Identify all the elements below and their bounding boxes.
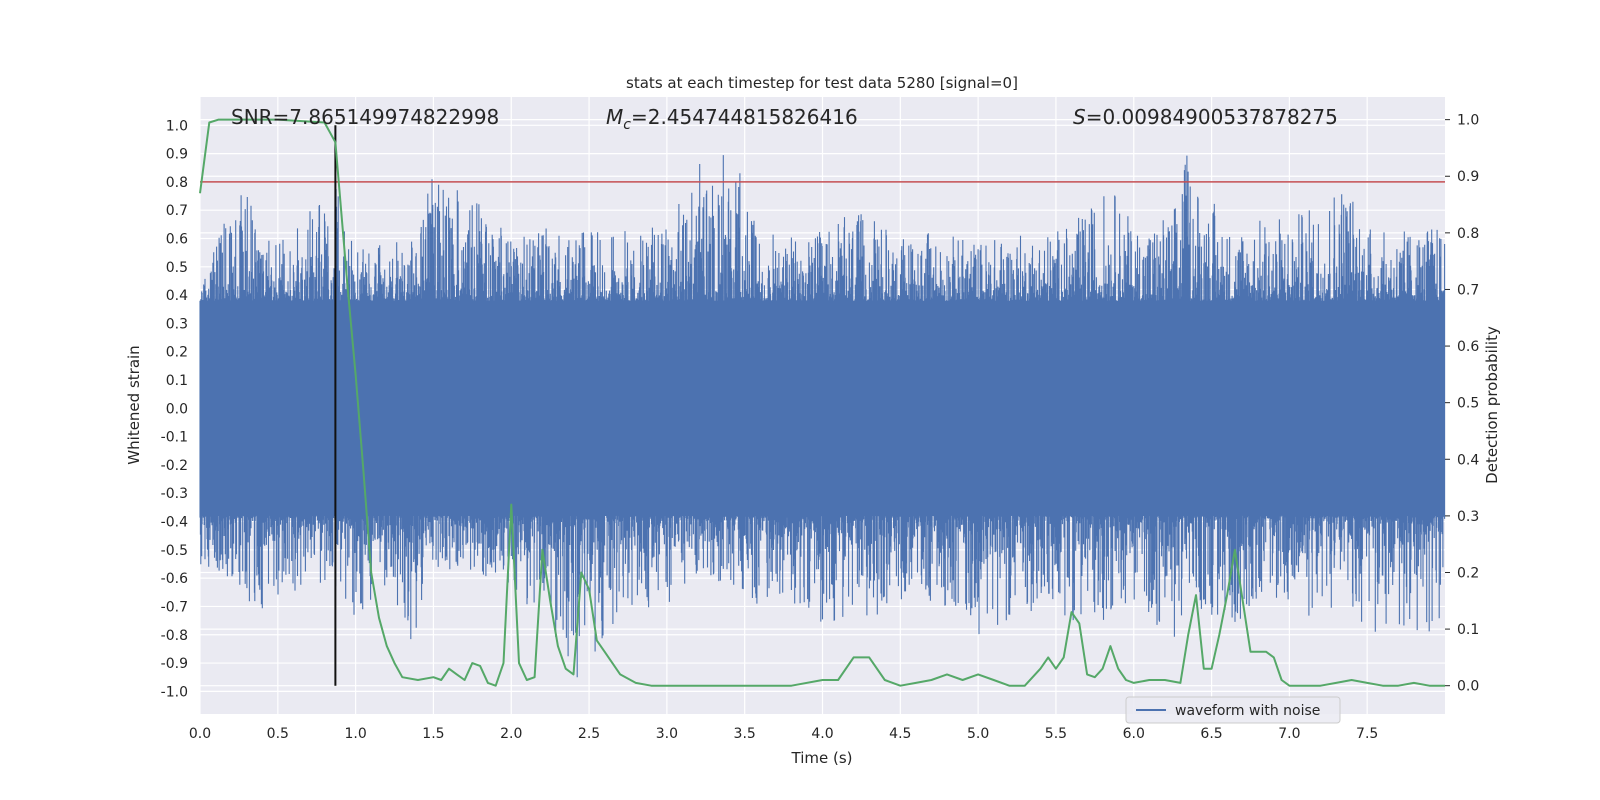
y-right-tick-label: 0.6 — [1457, 339, 1479, 355]
statistic-symbol: S — [1073, 105, 1086, 129]
y-left-tick-label: 0.3 — [166, 316, 188, 332]
y-right-tick-label: 0.2 — [1457, 565, 1479, 581]
y-right-tick-labels: 1.0 0.9 0.8 0.7 0.6 0.5 0.4 0.3 0.2 0.1 0.0 — [1445, 113, 1479, 695]
chirp-mass-annotation: Mc=2.454744815826416 — [606, 105, 858, 133]
y-left-tick-label: -0.5 — [161, 543, 188, 559]
y-left-tick-label: -0.8 — [161, 628, 188, 644]
x-tick-label: 7.0 — [1278, 726, 1300, 742]
legend-box — [1125, 696, 1341, 724]
y-right-tick-label: 0.7 — [1457, 282, 1479, 298]
y-left-tick-label: -1.0 — [161, 684, 188, 700]
x-tick-label: 7.5 — [1356, 726, 1378, 742]
y-left-tick-label: 0.9 — [166, 147, 188, 163]
y-right-tick-label: 1.0 — [1457, 113, 1479, 129]
y-left-tick-label: 0.0 — [166, 401, 188, 417]
y-right-tick-label: 0.4 — [1457, 452, 1479, 468]
x-tick-label: 0.5 — [267, 726, 289, 742]
y-left-tick-label: 0.1 — [166, 373, 188, 389]
x-tick-label: 1.0 — [344, 726, 366, 742]
x-tick-label: 5.0 — [967, 726, 989, 742]
snr-annotation: SNR=7.865149974822998 — [231, 105, 499, 129]
y-left-tick-labels: 1.0 0.9 0.8 0.7 0.6 0.5 0.4 0.3 0.2 0.1 0.0 -0.1 -0.… — [161, 118, 188, 700]
y-right-tick-label: 0.1 — [1457, 622, 1479, 638]
y-left-tick-label: -0.1 — [161, 430, 188, 446]
y-left-tick-label: -0.2 — [161, 458, 188, 474]
x-tick-label: 6.5 — [1200, 726, 1222, 742]
chart-title: stats at each timestep for test data 528… — [626, 74, 1018, 92]
x-tick-label: 6.0 — [1123, 726, 1145, 742]
chirp-mass-value: =2.454744815826416 — [631, 105, 858, 129]
x-tick-label: 3.5 — [734, 726, 756, 742]
x-tick-label: 0.0 — [189, 726, 211, 742]
y-left-tick-label: -0.4 — [161, 515, 188, 531]
y-left-tick-label: -0.7 — [161, 599, 188, 615]
x-axis-label: Time (s) — [791, 749, 853, 767]
y-left-tick-label: -0.9 — [161, 656, 188, 672]
statistic-annotation: S=0.00984900537878275 — [1073, 105, 1338, 129]
probability-line — [199, 118, 1445, 687]
y-right-tick-label: 0.9 — [1457, 169, 1479, 185]
y-left-tick-label: 0.5 — [166, 260, 188, 276]
chirp-mass-symbol: M — [606, 105, 623, 129]
y-right-tick-label: 0.3 — [1457, 509, 1479, 525]
y-left-tick-label: 0.6 — [166, 232, 188, 248]
legend-waveform-label: waveform with noise — [1175, 703, 1320, 719]
y-left-tick-label: 0.8 — [166, 175, 188, 191]
waveform-series — [199, 155, 1446, 678]
y-left-tick-label: 0.7 — [166, 203, 188, 219]
y-left-tick-label: -0.3 — [161, 486, 188, 502]
x-tick-label: 4.5 — [889, 726, 911, 742]
legend: waveform with noise — [1125, 696, 1341, 724]
y-right-tick-label: 0.5 — [1457, 396, 1479, 412]
overlay-lines — [200, 125, 1445, 686]
waveform-line — [199, 155, 1446, 678]
probability-series — [199, 118, 1445, 687]
y-left-tick-label: 1.0 — [166, 118, 188, 134]
y-left-tick-label: 0.4 — [166, 288, 188, 304]
y-right-tick-label: 0.0 — [1457, 679, 1479, 695]
x-tick-label: 3.0 — [656, 726, 678, 742]
x-tick-label: 5.5 — [1045, 726, 1067, 742]
y-left-axis-label: Whitened strain — [125, 345, 143, 464]
x-tick-label: 2.0 — [500, 726, 522, 742]
chirp-mass-subscript: c — [623, 117, 631, 133]
y-left-tick-label: -0.6 — [161, 571, 188, 587]
x-tick-label: 4.0 — [811, 726, 833, 742]
x-tick-label: 1.5 — [422, 726, 444, 742]
x-tick-labels: 0.0 0.5 1.0 1.5 2.0 2.5 3.0 3.5 4.0 4.5 5.0 5.5 6.0 6… — [189, 726, 1378, 742]
y-left-tick-label: 0.2 — [166, 345, 188, 361]
y-right-axis-label: Detection probability — [1483, 326, 1501, 484]
y-right-tick-label: 0.8 — [1457, 226, 1479, 242]
x-tick-label: 2.5 — [578, 726, 600, 742]
statistic-value: =0.00984900537878275 — [1086, 105, 1338, 129]
